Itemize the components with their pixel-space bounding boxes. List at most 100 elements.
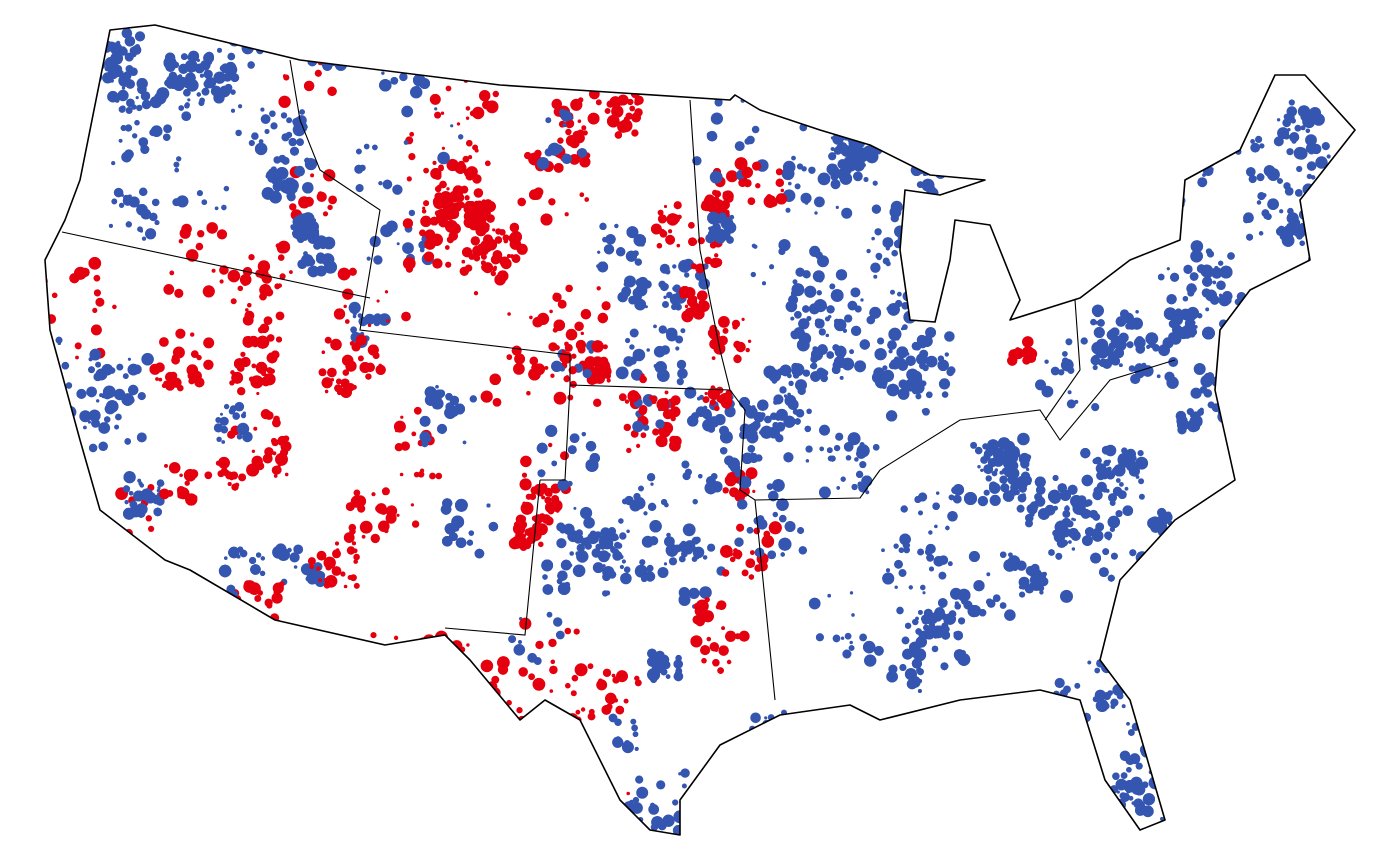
blue-speckle [792,279,798,285]
blue-speckle [408,209,416,217]
red-speckle [434,111,442,119]
blue-speckle [1300,125,1306,131]
blue-speckle [1196,368,1201,373]
blue-speckle [576,543,585,553]
red-speckle [466,643,470,647]
blue-speckle [983,489,990,496]
blue-speckle [689,545,697,552]
blue-speckle [1119,792,1127,800]
red-speckle [662,409,674,420]
blue-speckle [296,138,304,147]
blue-speckle [680,768,690,778]
red-speckle [211,268,216,273]
red-speckle [175,328,186,339]
red-speckle [420,468,425,473]
blue-speckle [1309,110,1322,123]
blue-speckle [688,587,700,600]
blue-speckle [938,378,951,390]
blue-speckle [885,261,891,267]
blue-speckle [676,359,687,370]
blue-speckle [1091,403,1100,412]
red-speckle [471,106,485,120]
blue-speckle [83,425,87,430]
blue-speckle [275,543,287,555]
blue-speckle [677,368,688,379]
red-speckle [196,354,202,361]
red-speckle [323,556,336,569]
blue-speckle [220,425,229,434]
blue-speckle [817,255,829,268]
red-speckle [378,520,390,533]
blue-speckle [576,550,589,563]
blue-speckle [215,417,222,423]
blue-speckle [1156,374,1161,379]
red-speckle [724,193,734,203]
red-speckle [324,575,338,588]
red-speckle [565,682,571,689]
red-speckle [370,533,380,544]
blue-speckle [808,166,816,174]
blue-speckle [1296,125,1301,131]
red-speckle [557,137,564,144]
blue-speckle [1305,134,1317,147]
red-speckle [230,298,237,305]
blue-speckle [232,412,240,420]
red-speckle [227,269,241,283]
blue-speckle [555,630,565,640]
red-speckle [75,355,79,360]
blue-speckle [646,348,650,352]
blue-speckle [897,291,902,297]
blue-speckle [1000,483,1010,493]
blue-speckle [234,401,245,412]
red-speckle [566,131,571,136]
blue-speckle [1287,114,1295,122]
blue-speckle [974,446,983,455]
blue-speckle [293,565,298,569]
red-speckle [570,690,577,697]
red-speckle [535,640,544,650]
blue-speckle [136,104,143,112]
blue-speckle [1092,364,1098,371]
red-speckle [92,307,98,313]
red-speckle [159,337,169,347]
red-speckle [441,146,445,150]
red-speckle [469,110,476,117]
blue-speckle [970,441,978,449]
blue-speckle [625,337,631,344]
blue-speckle [1152,344,1160,352]
blue-speckle [882,365,888,371]
blue-speckle [134,31,146,42]
red-speckle [381,487,390,496]
blue-speckle [296,115,307,126]
red-speckle [745,467,758,480]
red-speckle [591,367,595,371]
blue-speckle [434,107,438,111]
red-speckle [507,312,511,316]
blue-speckle [458,134,464,140]
blue-speckle [794,183,801,190]
blue-speckle [228,408,236,415]
red-speckle [577,119,582,123]
blue-speckle [119,46,127,54]
blue-speckle [985,475,992,482]
red-speckle [203,337,215,349]
blue-speckle [635,278,645,288]
red-speckle [588,377,596,384]
blue-speckle [681,550,688,558]
red-speckle [307,557,316,566]
blue-speckle [623,282,628,287]
red-speckle [350,495,364,508]
red-speckle [711,356,716,360]
red-speckle [322,211,329,217]
blue-speckle [1067,390,1072,395]
red-speckle [197,230,205,238]
blue-speckle [124,36,136,47]
blue-speckle [873,373,883,384]
blue-speckle [788,181,792,186]
blue-speckle [915,393,922,400]
blue-speckle [125,98,135,108]
blue-speckle [662,301,669,308]
blue-speckle [289,552,300,563]
blue-speckle [121,28,133,39]
